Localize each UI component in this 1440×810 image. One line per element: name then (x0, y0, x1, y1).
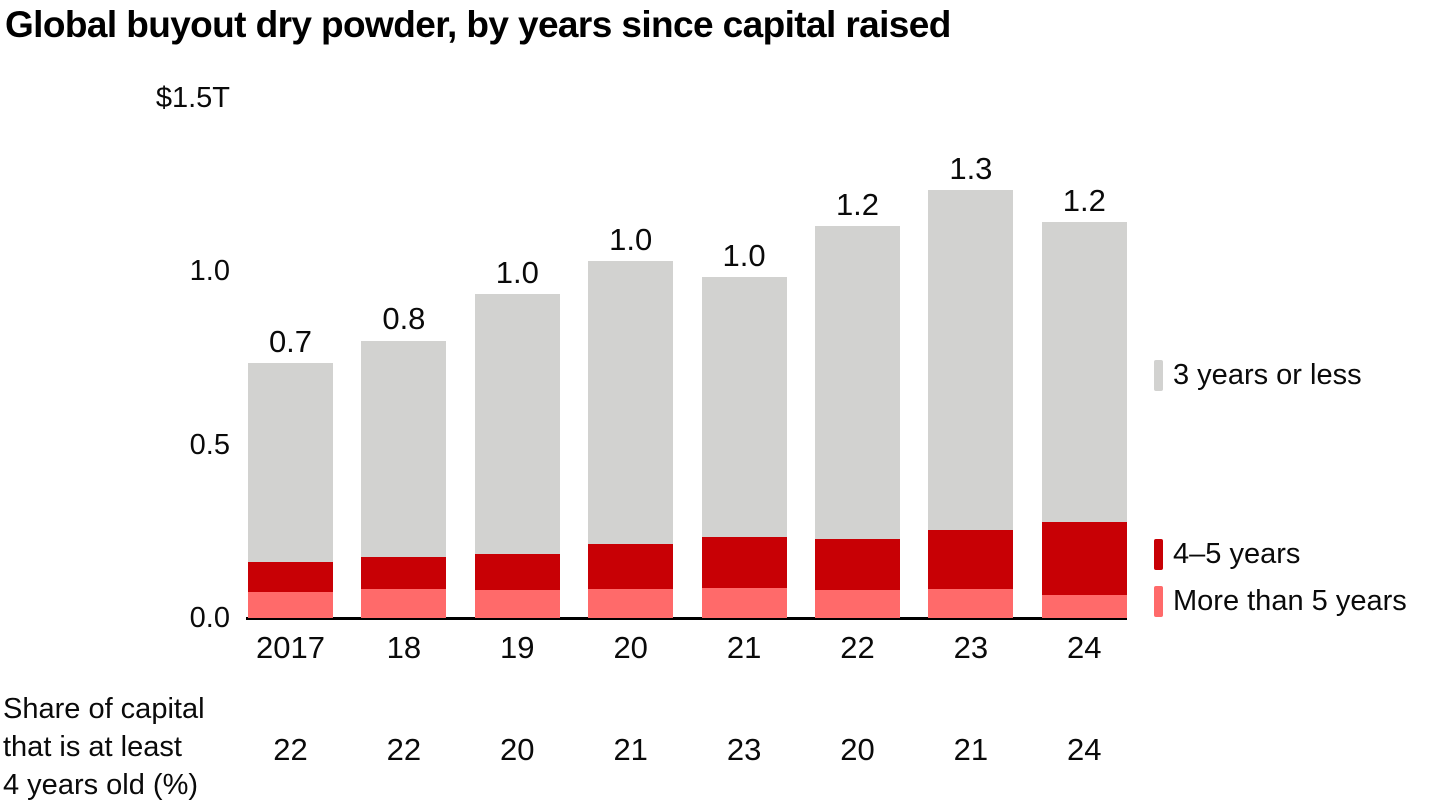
share-value: 21 (953, 732, 989, 767)
legend-swatch-4-5-years (1154, 539, 1163, 570)
legend-label: More than 5 years (1173, 585, 1407, 617)
bar-total-label: 1.0 (609, 221, 653, 257)
bar-segment-more-than-5-years (361, 588, 447, 618)
share-value: 22 (386, 732, 422, 767)
share-value: 23 (726, 732, 762, 767)
legend-label: 4–5 years (1173, 538, 1301, 570)
bar-segment-3-years-or-less (474, 294, 560, 554)
bar-segment-4-5-years (701, 537, 787, 589)
x-axis-tick-label: 18 (386, 630, 422, 665)
bar-column (361, 340, 447, 618)
legend-swatch-more-than-5-years (1154, 586, 1163, 617)
bar-segment-more-than-5-years (474, 589, 560, 618)
bar-total-label: 0.7 (268, 323, 313, 359)
x-axis-tick-label: 23 (953, 630, 989, 665)
share-value: 20 (840, 732, 875, 767)
legend-item-more-than-5-years: More than 5 years (1154, 585, 1407, 618)
bar-segment-more-than-5-years (1041, 595, 1127, 618)
bar-segment-more-than-5-years (815, 589, 900, 618)
bar-segment-more-than-5-years (701, 588, 787, 618)
share-value: 20 (500, 732, 535, 767)
bar-column (701, 276, 787, 618)
x-axis-tick-label: 21 (726, 630, 762, 665)
bar-segment-3-years-or-less (928, 189, 1014, 530)
bar-segment-more-than-5-years (248, 592, 333, 618)
legend-item-4-5-years: 4–5 years (1154, 538, 1300, 571)
page-title: Global buyout dry powder, by years since… (5, 4, 951, 45)
bar-segment-3-years-or-less (361, 340, 447, 558)
legend-swatch-3-years-or-less (1154, 360, 1163, 391)
x-axis-tick-label: 2017 (256, 630, 325, 665)
bar-column (588, 261, 674, 618)
bar-column (474, 294, 560, 618)
bar-column (1041, 222, 1127, 618)
x-axis-line (246, 617, 1127, 620)
bar-segment-4-5-years (474, 553, 560, 590)
bar-total-label: 1.2 (835, 186, 880, 222)
y-axis-tick-label: $1.5T (155, 81, 230, 114)
bar-segment-3-years-or-less (815, 225, 900, 539)
bar-column (815, 225, 900, 618)
share-value: 24 (1067, 732, 1102, 767)
bar-segment-4-5-years (248, 562, 333, 592)
share-value: 22 (273, 732, 308, 767)
x-axis-tick-label: 20 (613, 630, 648, 665)
bar-total-label: 1.3 (949, 150, 993, 186)
bar-total-label: 1.0 (722, 237, 766, 273)
legend-item-3-years-or-less: 3 years or less (1154, 359, 1362, 392)
bar-segment-3-years-or-less (588, 261, 674, 544)
bar-total-label: 1.2 (1062, 183, 1106, 219)
x-axis-tick-label: 22 (840, 630, 875, 665)
y-axis-tick-label: 0.0 (189, 602, 230, 634)
y-axis-tick-label: 1.0 (189, 255, 230, 287)
bar-column (248, 363, 333, 618)
bar-segment-4-5-years (1041, 522, 1127, 596)
bar-total-label: 0.8 (382, 301, 426, 337)
y-axis-tick-label: 0.5 (189, 428, 230, 461)
bar-segment-3-years-or-less (701, 276, 787, 538)
share-value: 21 (613, 732, 648, 767)
share-caption: Share of capital that is at least 4 year… (3, 693, 205, 801)
bar-segment-4-5-years (588, 543, 674, 589)
bar-segment-4-5-years (815, 538, 900, 590)
bar-segment-4-5-years (361, 557, 447, 589)
bar-segment-more-than-5-years (928, 588, 1014, 618)
legend-label: 3 years or less (1173, 359, 1362, 391)
bar-total-label: 1.0 (495, 255, 539, 291)
x-axis-tick-label: 24 (1067, 630, 1102, 665)
bar-segment-4-5-years (928, 529, 1014, 589)
bar-segment-3-years-or-less (1041, 222, 1127, 523)
x-axis-tick-label: 19 (500, 630, 535, 665)
bar-segment-more-than-5-years (588, 588, 674, 618)
bar-segment-3-years-or-less (248, 363, 333, 563)
bar-column (928, 189, 1014, 618)
